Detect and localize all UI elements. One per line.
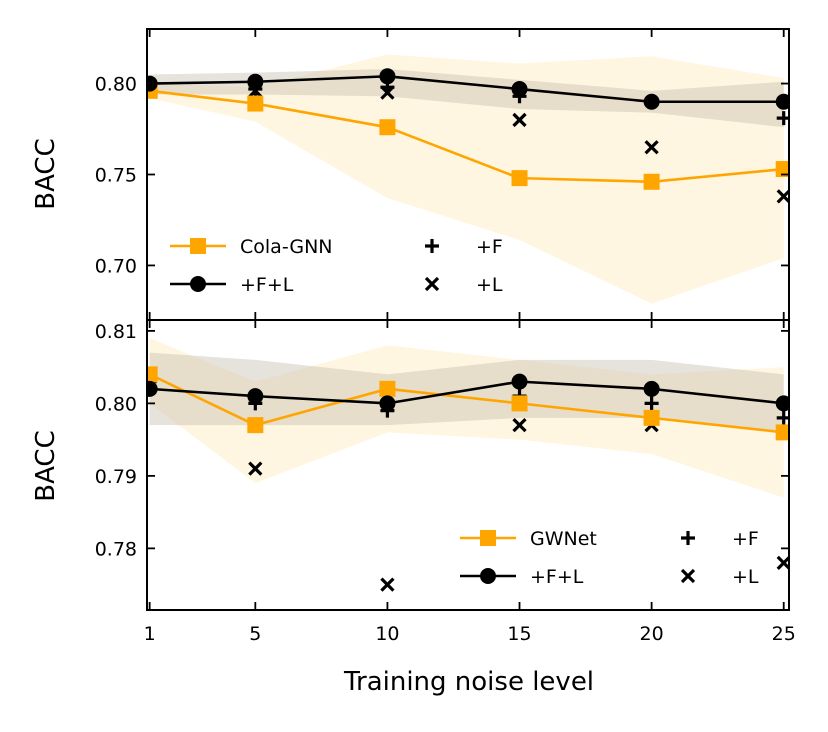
bottom-point-gwnet-0 xyxy=(147,366,158,383)
bottom-xtick-label-4: 20 xyxy=(640,623,664,645)
bottom-point-gwnet-2 xyxy=(379,380,396,397)
top-point-cola-gnn-1 xyxy=(247,95,264,112)
bottom-legend-item-l-3: +L xyxy=(680,566,759,588)
bottom-point-gwnet-1 xyxy=(247,417,264,434)
bottom-ytick-label-1: 0.79 xyxy=(95,466,137,488)
bottom-xtick-label-1: 5 xyxy=(249,623,261,645)
top-legend-item-l-3: +L xyxy=(424,274,503,296)
bottom-legend-marker-2 xyxy=(681,531,695,545)
top-line--f-l xyxy=(149,74,784,104)
bottom-ytick-label-0: 0.78 xyxy=(95,538,137,560)
top-legend-marker-3 xyxy=(424,276,440,292)
top-ylabel: BACC xyxy=(31,138,61,209)
top-legend-item-f-2: +F xyxy=(425,236,503,258)
bottom-point-f-l-1 xyxy=(247,388,264,405)
bottom-point-gwnet-3 xyxy=(511,395,528,412)
bottom-point-l-5 xyxy=(776,555,789,571)
xlabel: Training noise level xyxy=(343,667,594,697)
bottom-line-gwnet xyxy=(149,373,784,434)
top-point-l-2 xyxy=(380,85,395,100)
top-ytick-label-2: 0.80 xyxy=(95,74,137,96)
top-legend-label-3: +L xyxy=(476,274,503,296)
top-ytick-label-0: 0.70 xyxy=(95,255,137,277)
top-legend-item-cola-gnn-0: Cola-GNN xyxy=(170,236,333,258)
top-ytick-label-1: 0.75 xyxy=(95,165,137,187)
bottom-point-f-4 xyxy=(644,396,659,411)
top-legend-item-f-l-1: +F+L xyxy=(170,274,294,296)
bottom-legend-item-f-l-1: +F+L xyxy=(460,566,584,588)
bottom-legend-label-3: +L xyxy=(732,566,759,588)
bottom-xtick-label-5: 25 xyxy=(772,623,796,645)
bottom-point-f-l-0 xyxy=(147,380,158,397)
top-point-f-l-4 xyxy=(643,93,660,110)
top-point-cola-gnn-2 xyxy=(379,119,396,136)
top-point-cola-gnn-3 xyxy=(511,170,528,187)
bottom-xtick-label-0: 1 xyxy=(144,623,156,645)
top-point-l-4 xyxy=(644,140,659,155)
bottom-point-l-3 xyxy=(512,417,527,433)
top-legend-marker-1 xyxy=(190,276,206,292)
bottom-ytick-label-2: 0.80 xyxy=(95,393,137,415)
bottom-xtick-label-2: 10 xyxy=(375,623,399,645)
bottom-band--f-l xyxy=(149,352,784,433)
bottom-legend-item-gwnet-0: GWNet xyxy=(460,528,597,550)
top-band--f-l xyxy=(149,69,784,128)
bottom-point-l-1 xyxy=(248,461,263,476)
top-point-l-3 xyxy=(512,112,527,128)
bottom-point-f-l-3 xyxy=(511,373,528,390)
bottom-point-gwnet-5 xyxy=(775,424,789,441)
top-point-l-5 xyxy=(776,189,789,204)
bottom-legend-item-f-2: +F xyxy=(681,528,759,550)
top-point-f-l-5 xyxy=(775,93,789,110)
bottom-legend-marker-0 xyxy=(480,530,496,546)
bottom-legend-label-0: GWNet xyxy=(530,528,597,550)
bottom-point-f-l-2 xyxy=(379,395,396,412)
bottom-xtick-label-3: 15 xyxy=(507,623,531,645)
bottom-point-f-l-4 xyxy=(643,380,660,397)
top-legend-label-1: +F+L xyxy=(240,274,294,296)
bottom-legend-marker-1 xyxy=(480,568,496,584)
top-line-cola-gnn xyxy=(149,89,784,184)
top-point-f-l-3 xyxy=(511,81,528,98)
bottom-plot-area xyxy=(147,338,789,592)
bottom-axes-frame xyxy=(146,319,790,611)
top-legend-marker-2 xyxy=(425,239,439,253)
bottom-legend-label-2: +F xyxy=(732,528,759,550)
bottom-ytick-label-3: 0.81 xyxy=(95,321,137,343)
top-point-f-l-2 xyxy=(379,68,396,85)
top-band-cola-gnn xyxy=(149,54,784,304)
top-point-f-l-1 xyxy=(247,73,264,90)
top-plot-area xyxy=(147,54,789,304)
bottom-point-gwnet-4 xyxy=(643,409,660,426)
top-legend-marker-0 xyxy=(190,238,206,254)
top-point-cola-gnn-4 xyxy=(643,173,660,190)
top-point-cola-gnn-5 xyxy=(775,161,789,178)
bottom-line--f-l xyxy=(149,380,784,405)
bottom-band-gwnet xyxy=(149,338,784,498)
top-legend-label-0: Cola-GNN xyxy=(240,236,333,258)
bottom-legend-label-1: +F+L xyxy=(530,566,584,588)
top-legend-label-2: +F xyxy=(476,236,503,258)
bottom-point-l-2 xyxy=(380,577,395,592)
bottom-legend-marker-3 xyxy=(680,568,696,584)
bottom-ylabel: BACC xyxy=(31,430,61,501)
